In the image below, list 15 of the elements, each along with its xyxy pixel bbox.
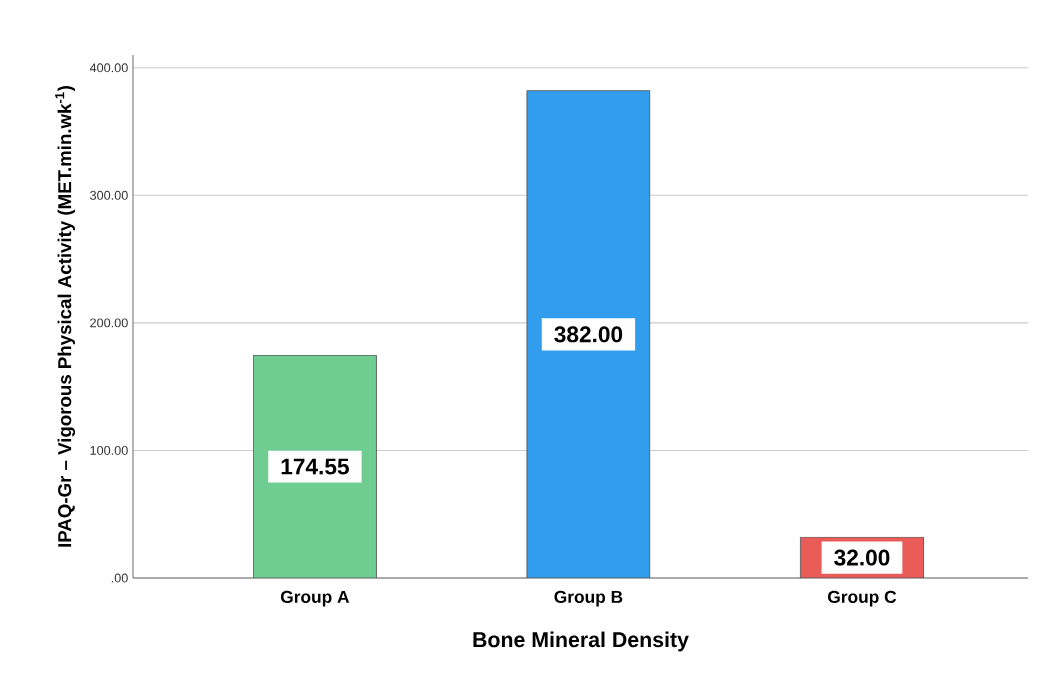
x-axis-title: Bone Mineral Density: [473, 631, 689, 652]
data-label: 32.00: [834, 549, 890, 566]
y-axis-title: IPAQ-Gr – Vigorous Physical Activity (MET.min.wk$^{-1}$): [55, 86, 76, 547]
data-label: 174.55: [281, 458, 349, 475]
y-tick-label: 200.00: [90, 318, 128, 328]
data-label: 382.00: [554, 326, 623, 343]
y-tick-label: .00: [111, 573, 128, 583]
bar: [526, 90, 651, 578]
x-tick-label: Group B: [554, 590, 623, 607]
y-tick-label: 100.00: [90, 445, 128, 455]
x-tick-label: Group C: [828, 590, 897, 607]
y-tick-label: 300.00: [90, 190, 128, 200]
y-tick-label: 400.00: [89, 63, 128, 73]
bar: [252, 354, 377, 578]
x-tick-label: Group A: [280, 590, 350, 607]
